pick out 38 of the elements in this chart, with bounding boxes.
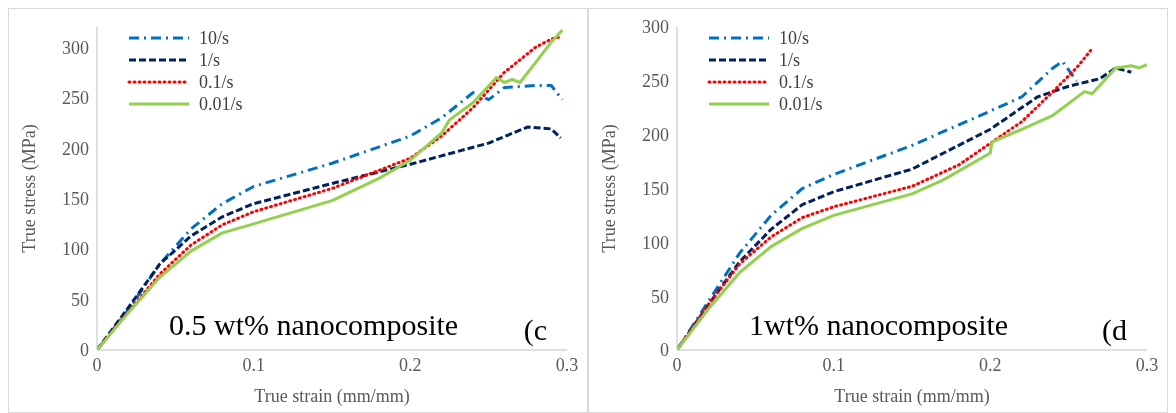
y-tick-label: 100: [62, 239, 89, 260]
legend-label: 0.1/s: [199, 71, 234, 93]
y-tick-label: 0: [660, 340, 669, 361]
panel-note: 0.5 wt% nanocomposite: [169, 308, 459, 342]
x-tick-label: 0.2: [399, 354, 422, 375]
y-tick-label: 300: [642, 17, 669, 38]
x-tick-label: 0: [92, 354, 102, 375]
panel-note: (c: [523, 313, 547, 347]
y-tick-label: 150: [62, 188, 89, 209]
y-tick-label: 250: [642, 71, 669, 92]
legend-label: 0.01/s: [779, 93, 823, 115]
x-axis-title: True strain (mm/mm): [834, 386, 990, 407]
legend-label: 10/s: [779, 27, 810, 49]
y-tick-label: 300: [62, 37, 89, 58]
x-tick-label: 0.1: [822, 354, 845, 375]
x-tick-label: 0.1: [242, 354, 265, 375]
x-tick-label: 0.3: [555, 354, 579, 375]
y-tick-label: 50: [71, 289, 89, 310]
y-tick-label: 200: [62, 138, 89, 159]
y-axis-title: True stress (MPa): [19, 124, 41, 253]
legend-label: 0.1/s: [779, 71, 814, 93]
y-tick-label: 50: [651, 286, 669, 307]
panel-note: (d: [1102, 313, 1127, 347]
y-axis-title: True stress (MPa): [599, 124, 621, 253]
x-tick-label: 0: [672, 354, 682, 375]
y-tick-label: 150: [642, 178, 669, 199]
x-axis-title: True strain (mm/mm): [254, 386, 410, 407]
legend-label: 1/s: [199, 49, 221, 71]
legend-label: 0.01/s: [199, 93, 243, 115]
legend-label: 1/s: [779, 49, 801, 71]
y-tick-label: 200: [642, 125, 669, 146]
panel-note: 1wt% nanocomposite: [749, 308, 1009, 342]
x-tick-label: 0.2: [979, 354, 1002, 375]
x-tick-label: 0.3: [1135, 354, 1159, 375]
y-tick-label: 250: [62, 88, 89, 109]
y-tick-label: 100: [642, 232, 669, 253]
legend-label: 10/s: [199, 27, 230, 49]
y-tick-label: 0: [80, 340, 89, 361]
